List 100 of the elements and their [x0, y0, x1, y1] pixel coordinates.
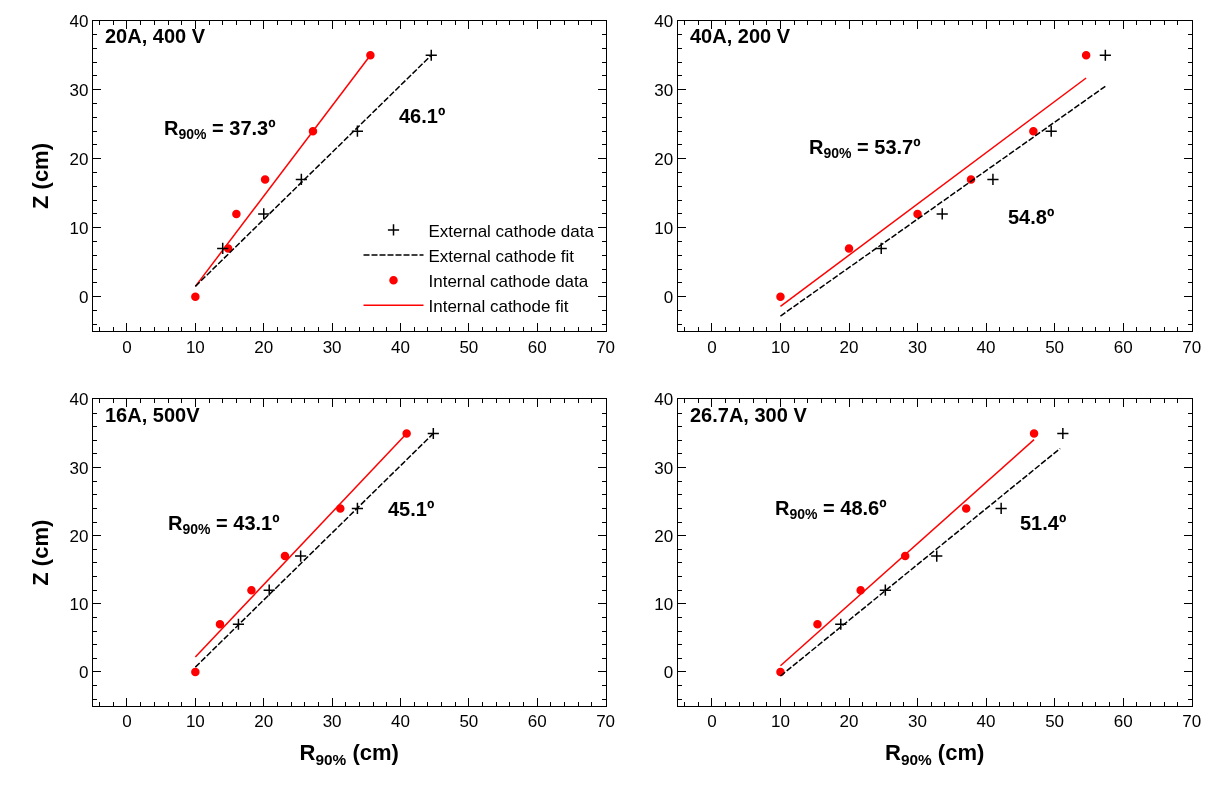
point: [215, 619, 225, 629]
point: [986, 173, 1000, 186]
x-tick-label: 50: [1045, 712, 1065, 732]
point: [426, 427, 440, 440]
point: [247, 585, 256, 595]
x-tick-label: 30: [322, 712, 342, 732]
point: [994, 502, 1008, 515]
point: [1056, 427, 1070, 440]
y-tick-label: 30: [69, 80, 89, 100]
point: [260, 175, 270, 184]
point: [878, 583, 892, 597]
y-tick-label: 0: [78, 287, 89, 307]
x-tick-label: 0: [707, 337, 717, 357]
point: [351, 502, 364, 515]
y-tick-label: 0: [663, 287, 674, 307]
legend-label: Internal cathode data: [428, 271, 589, 291]
annotation: 46.1º: [399, 105, 446, 127]
x-tick-label: 70: [1182, 337, 1202, 357]
x-tick-label: 50: [1045, 337, 1065, 357]
y-tick-label: 20: [654, 526, 674, 546]
y-tick-label: 30: [654, 458, 674, 478]
y-tick-label: 0: [78, 662, 89, 682]
point: [776, 292, 785, 301]
x-tick-label: 70: [1182, 712, 1202, 732]
x-tick-label: 60: [1113, 337, 1133, 357]
x-tick-label: 10: [185, 337, 205, 357]
legend-label: External cathode fit: [428, 246, 575, 266]
x-tick-label: 60: [527, 337, 547, 357]
point: [191, 667, 200, 677]
y-tick-label: 10: [654, 594, 674, 614]
x-tick-label: 70: [596, 337, 616, 357]
point: [874, 242, 888, 255]
y-tick-label: 10: [69, 594, 89, 614]
point: [844, 244, 854, 253]
x-tick-label: 20: [839, 337, 859, 357]
x-tick-label: 30: [322, 337, 342, 357]
y-tick-label: 40: [654, 11, 674, 31]
point: [1044, 124, 1058, 138]
point: [1029, 429, 1039, 438]
y-tick-label: 20: [69, 526, 89, 546]
point: [856, 585, 865, 595]
annotation: 16A, 500V: [105, 404, 201, 426]
point: [813, 619, 822, 629]
annotation: R$_{90%}$ = 53.7º: [809, 136, 921, 162]
y-tick-label: 20: [69, 149, 89, 169]
point: [900, 551, 910, 561]
annotation: 51.4º: [1020, 512, 1067, 534]
x-axis-title: R$_{90%}$ (cm): [885, 740, 985, 768]
point: [191, 292, 200, 301]
point: [402, 429, 411, 438]
y-tick-label: 40: [69, 11, 89, 31]
point: [216, 242, 230, 255]
x-tick-label: 10: [771, 712, 790, 732]
y-axis-title: Z (cm): [28, 142, 54, 209]
y-tick-label: 20: [654, 149, 674, 169]
x-tick-label: 0: [122, 337, 132, 357]
point: [308, 126, 318, 136]
x-tick-label: 0: [122, 712, 132, 732]
point: [1098, 48, 1112, 62]
annotation: 20A, 400 V: [105, 25, 206, 47]
legend-label: Internal cathode fit: [428, 296, 569, 316]
y-axis-title: Z (cm): [28, 519, 54, 586]
annotation: R$_{90%}$ = 43.1º: [168, 512, 280, 538]
point: [232, 617, 245, 631]
point: [913, 209, 922, 219]
annotation: 54.8º: [1008, 206, 1055, 228]
x-tick-label: 60: [527, 712, 547, 732]
x-tick-label: 10: [185, 712, 205, 732]
point: [1081, 51, 1091, 60]
point: [961, 504, 971, 513]
x-tick-label: 60: [1113, 712, 1133, 732]
x-tick-label: 40: [976, 712, 996, 732]
annotation: R$_{90%}$ = 48.6º: [775, 497, 887, 523]
y-tick-label: 40: [69, 390, 89, 410]
point: [424, 48, 438, 62]
point: [1029, 126, 1038, 136]
y-tick-label: 10: [69, 218, 89, 238]
point: [223, 244, 233, 253]
x-tick-label: 40: [391, 712, 410, 732]
y-tick-label: 0: [663, 662, 674, 682]
x-tick-label: 50: [459, 337, 479, 357]
x-tick-label: 20: [839, 712, 859, 732]
point: [295, 173, 308, 186]
annotation: 40A, 200 V: [690, 25, 791, 47]
y-tick-label: 30: [654, 80, 674, 100]
x-tick-label: 20: [254, 337, 274, 357]
point: [366, 51, 375, 60]
x-tick-label: 0: [707, 712, 717, 732]
point: [336, 504, 345, 513]
point: [776, 667, 785, 677]
point: [930, 549, 944, 563]
point: [935, 207, 949, 221]
x-tick-label: 70: [596, 712, 616, 732]
point: [280, 551, 290, 561]
y-tick-label: 40: [654, 390, 674, 410]
annotation: 26.7A, 300 V: [690, 404, 808, 426]
point: [294, 549, 308, 563]
y-tick-label: 30: [69, 458, 89, 478]
x-tick-label: 50: [459, 712, 479, 732]
point: [351, 124, 364, 138]
